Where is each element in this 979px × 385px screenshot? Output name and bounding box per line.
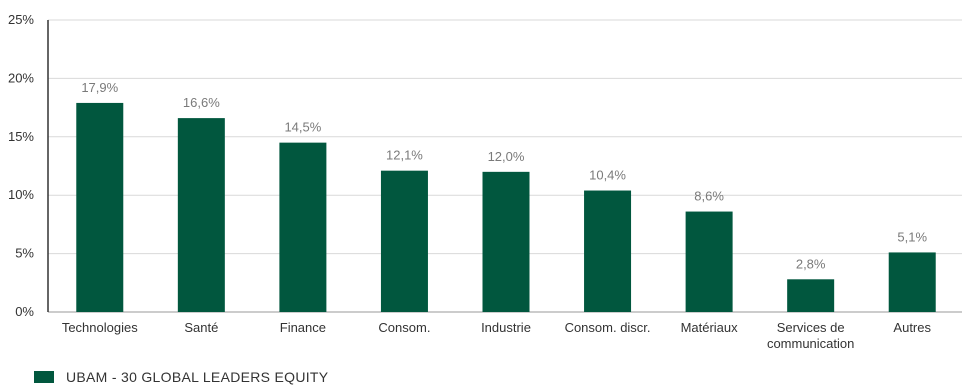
legend-label: UBAM - 30 GLOBAL LEADERS EQUITY xyxy=(66,369,329,385)
bar xyxy=(177,118,225,312)
x-category-label-line: Industrie xyxy=(481,320,531,335)
data-label: 17,9% xyxy=(81,80,118,95)
x-category-label: Matériaux xyxy=(681,320,739,335)
y-tick-label: 15% xyxy=(8,129,34,144)
data-label: 5,1% xyxy=(897,229,927,244)
data-label: 12,0% xyxy=(488,149,525,164)
x-category-label: Consom. discr. xyxy=(565,320,651,335)
bar xyxy=(482,171,530,312)
x-category-label: Autres xyxy=(893,320,931,335)
x-category-label-line: Services de xyxy=(777,320,845,335)
x-category-label-line: Finance xyxy=(280,320,326,335)
data-label: 2,8% xyxy=(796,256,826,271)
x-category-label: Consom. xyxy=(378,320,430,335)
chart-legend: UBAM - 30 GLOBAL LEADERS EQUITY xyxy=(34,369,328,385)
bar xyxy=(685,211,733,312)
data-label: 8,6% xyxy=(694,189,724,204)
bar xyxy=(76,102,124,312)
bar xyxy=(584,190,632,312)
x-category-label-line: Santé xyxy=(184,320,218,335)
data-label: 14,5% xyxy=(284,120,321,135)
y-tick-label: 20% xyxy=(8,70,34,85)
y-tick-label: 10% xyxy=(8,187,34,202)
x-category-label: Services de communication xyxy=(767,320,854,351)
x-category-label: Industrie xyxy=(481,320,531,335)
data-label: 10,4% xyxy=(589,168,626,183)
x-category-label-line: Consom. discr. xyxy=(565,320,651,335)
x-category-label: Santé xyxy=(184,320,218,335)
data-label: 16,6% xyxy=(183,95,220,110)
y-tick-label: 25% xyxy=(8,12,34,27)
bar xyxy=(279,142,327,312)
x-category-label-line: Autres xyxy=(893,320,931,335)
x-category-label: Technologies xyxy=(62,320,138,335)
legend-swatch xyxy=(34,371,54,383)
x-category-label-line: Technologies xyxy=(62,320,138,335)
bar xyxy=(380,170,428,312)
x-category-label: Finance xyxy=(280,320,326,335)
bar xyxy=(787,279,835,312)
y-tick-label: 5% xyxy=(15,246,34,261)
data-label: 12,1% xyxy=(386,148,423,163)
x-category-label-line: Matériaux xyxy=(681,320,739,335)
y-tick-label: 0% xyxy=(15,304,34,319)
x-category-label-line: Consom. xyxy=(378,320,430,335)
x-category-label-line: communication xyxy=(767,336,854,351)
bar xyxy=(888,252,936,312)
